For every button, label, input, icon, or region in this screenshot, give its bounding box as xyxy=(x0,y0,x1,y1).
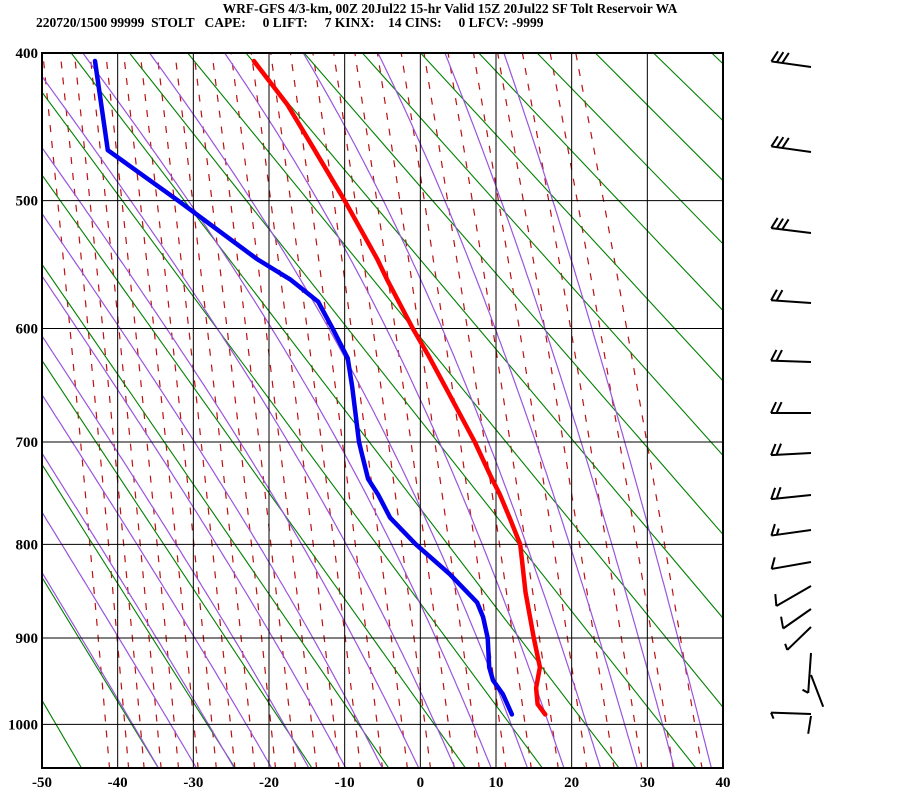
temperature-profile-line xyxy=(251,58,548,717)
pressure-tick-label: 1000 xyxy=(8,717,38,733)
wind-barb xyxy=(807,715,812,734)
wind-barb xyxy=(802,652,812,694)
chart-params-line: 220720/1500 99999 STOLT CAPE: 0 LIFT: 7 … xyxy=(36,15,544,30)
temperature-tick-label: 0 xyxy=(417,775,425,791)
pressure-tick-label: 400 xyxy=(16,46,39,62)
temperature-tick-label: 10 xyxy=(489,775,504,791)
pressure-tick-label: 700 xyxy=(16,435,39,451)
wind-barb xyxy=(770,486,812,501)
wind-barb xyxy=(770,217,812,234)
wind-barb xyxy=(784,626,812,651)
pressure-tick-label: 800 xyxy=(16,537,39,553)
chart-title: WRF-GFS 4/3-km, 00Z 20Jul22 15-hr Valid … xyxy=(222,1,678,16)
temperature-tick-label: -50 xyxy=(32,775,52,791)
wind-barb xyxy=(770,443,812,457)
temperature-tick-label: 40 xyxy=(716,775,731,791)
wind-barbs xyxy=(770,50,825,734)
wind-barb xyxy=(770,523,812,537)
wind-barb xyxy=(780,608,812,630)
temperature-axis-labels: -50 -40 -30 -20 -10 0 10 20 30 40 xyxy=(32,775,731,791)
temperature-tick-label: -30 xyxy=(183,775,203,791)
wind-barb xyxy=(770,50,812,68)
wind-barb xyxy=(770,349,812,363)
dry-adiabat-lines xyxy=(42,53,723,768)
pressure-axis-labels: 400 500 600 700 800 900 1000 xyxy=(8,46,38,733)
dewpoint-trace xyxy=(92,58,515,717)
temperature-tick-label: -40 xyxy=(108,775,128,791)
pressure-tick-label: 600 xyxy=(16,322,39,338)
pressure-tick-label: 900 xyxy=(16,631,39,647)
wind-barb xyxy=(810,674,825,708)
temperature-tick-label: 30 xyxy=(640,775,655,791)
mixing-ratio-lines xyxy=(42,53,703,768)
wind-barb xyxy=(770,401,811,414)
temperature-trace xyxy=(251,58,548,717)
wind-barb xyxy=(770,557,812,570)
dewpoint-profile-line xyxy=(92,58,515,717)
temperature-tick-label: 20 xyxy=(564,775,579,791)
wind-barb xyxy=(770,135,812,153)
pressure-tick-label: 500 xyxy=(16,194,39,210)
plot-frame xyxy=(41,52,724,769)
temperature-tick-label: -10 xyxy=(335,775,355,791)
temperature-tick-label: -20 xyxy=(259,775,279,791)
wind-barb xyxy=(774,585,812,607)
wind-barb xyxy=(770,711,812,719)
wind-barb xyxy=(770,289,812,304)
grid-lines xyxy=(41,52,724,769)
